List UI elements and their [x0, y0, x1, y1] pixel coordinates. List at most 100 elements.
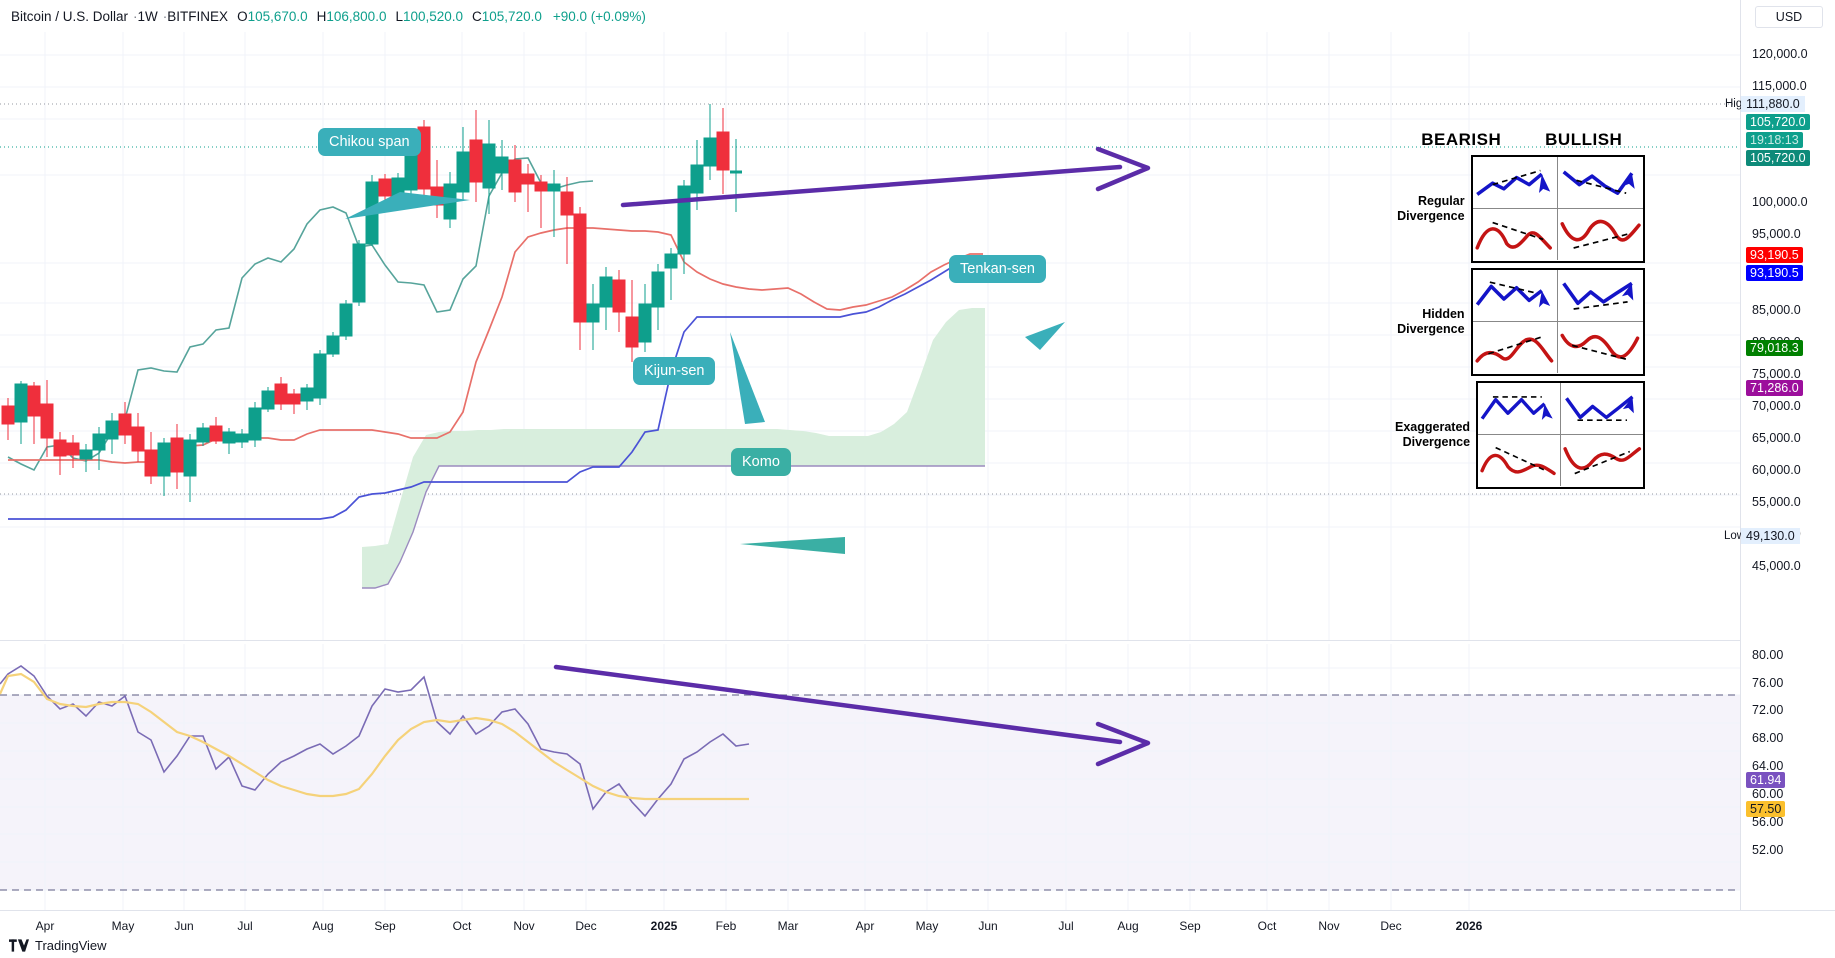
axis-tick-95000: 95,000.0	[1752, 227, 1801, 241]
axis-tick-115000: 115,000.0	[1752, 79, 1807, 93]
time-tick-dec: Dec	[1380, 919, 1402, 933]
stochastic-d-line	[0, 672, 749, 801]
stochastic-indicator-pane[interactable]	[0, 644, 1740, 910]
label-line2: Divergence	[1397, 209, 1465, 223]
kijun-value-pill[interactable]: 93,190.5	[1746, 265, 1803, 281]
cheatsheet-row-hidden-label: Hidden Divergence	[1395, 307, 1471, 337]
time-tick-nov: Nov	[1318, 919, 1340, 933]
cell-hidden-bearish-price	[1472, 270, 1558, 322]
cell-exaggerated-bullish-price	[1560, 383, 1643, 435]
price-axis[interactable]: USD 120,000.0 115,000.0 High 111,880.0 1…	[1724, 0, 1835, 910]
label-line2: Divergence	[1397, 322, 1465, 336]
callout-chikou-span[interactable]: Chikou span	[318, 128, 421, 156]
high-value: 106,800.0	[326, 8, 387, 24]
time-tick-aug: Aug	[312, 919, 334, 933]
ind-axis-tick-80: 80.00	[1752, 648, 1784, 662]
cell-exaggerated-bearish-price	[1478, 383, 1561, 435]
time-tick-jun: Jun	[174, 919, 194, 933]
cheatsheet-col-bearish: BEARISH	[1421, 130, 1502, 149]
stochastic-d-pill[interactable]: 57.50	[1746, 801, 1786, 817]
last-price-pill[interactable]: 105,720.0	[1746, 114, 1810, 130]
exchange-label[interactable]: BITFINEX	[167, 8, 229, 24]
ind-axis-tick-68: 68.00	[1752, 731, 1784, 745]
callout-kijun-sen-label: Kijun-sen	[644, 363, 705, 379]
callout-kumo[interactable]: Komo	[731, 448, 791, 476]
cell-hidden-bullish-osc	[1558, 322, 1643, 373]
label-line2: Divergence	[1402, 435, 1471, 449]
low-marker-label: Low	[1724, 530, 1746, 542]
stochastic-trendline[interactable]	[553, 664, 1151, 767]
callout-leader-lines	[345, 192, 1065, 554]
low-key: L	[395, 8, 403, 24]
time-tick-oct: Oct	[1257, 919, 1277, 933]
tradingview-brand[interactable]: TradingView	[9, 938, 107, 953]
price-chart-pane[interactable]	[0, 32, 1740, 640]
symbol-name[interactable]: Bitcoin / U.S. Dollar	[11, 8, 129, 24]
ind-axis-tick-56: 56.00	[1752, 815, 1784, 829]
time-tick-2026: 2026	[1455, 919, 1483, 933]
pane-divider	[0, 640, 1835, 641]
tenkan-value-pill[interactable]: 93,190.5	[1746, 247, 1803, 263]
callout-chikou-span-label: Chikou span	[329, 134, 410, 150]
ind-axis-tick-64: 64.00	[1752, 759, 1784, 773]
chart-legend-header: Bitcoin / U.S. Dollar · 1W · BITFINEX O 1…	[0, 0, 1835, 32]
interval-label[interactable]: 1W	[137, 8, 158, 24]
callout-kijun-sen[interactable]: Kijun-sen	[633, 357, 716, 385]
close-price-pill[interactable]: 105,720.0	[1746, 150, 1810, 166]
label-line1: Hidden	[1422, 307, 1465, 322]
axis-tick-75000: 75,000.0	[1752, 367, 1801, 381]
axis-tick-55000: 55,000.0	[1752, 495, 1801, 509]
time-tick-jul: Jul	[237, 919, 253, 933]
price-trendline[interactable]	[620, 146, 1151, 208]
stochastic-k-pill[interactable]: 61.94	[1746, 772, 1786, 788]
callout-tenkan-sen-label: Tenkan-sen	[960, 261, 1035, 277]
currency-label: USD	[1775, 10, 1803, 24]
time-axis[interactable]: Apr May Jun Jul Aug Sep Oct Nov Dec 2025 Feb Mar Apr…	[0, 910, 1835, 941]
ind-axis-tick-60: 60.00	[1752, 787, 1784, 801]
cell-regular-bearish-price	[1472, 157, 1558, 209]
cell-regular-bullish-price	[1557, 157, 1643, 209]
kumo-cloud	[362, 308, 985, 588]
axis-tick-100000: 100,000.0	[1752, 195, 1808, 209]
cheatsheet-grid-hidden	[1470, 268, 1645, 376]
cheatsheet-row-exaggerated-label: Exaggerated Divergence	[1395, 420, 1476, 450]
chikou-span-line	[7, 157, 594, 472]
time-tick-sep: Sep	[374, 919, 396, 933]
label-line1: Exaggerated	[1395, 420, 1471, 435]
time-tick-jul: Jul	[1058, 919, 1074, 933]
cheatsheet-grid-regular	[1470, 155, 1645, 263]
cell-hidden-bullish-price	[1557, 270, 1643, 322]
time-tick-jun: Jun	[978, 919, 998, 933]
change-value: +90.0 (+0.09%)	[552, 8, 646, 24]
label-line1: Regular	[1418, 194, 1465, 209]
cheatsheet-grid-exaggerated	[1476, 381, 1645, 489]
time-tick-nov: Nov	[513, 919, 535, 933]
senkou-span-b-line	[362, 465, 985, 589]
time-tick-may: May	[111, 919, 135, 933]
ind-axis-tick-76: 76.00	[1752, 676, 1784, 690]
time-tick-dec: Dec	[575, 919, 597, 933]
axis-tick-60000: 60,000.0	[1752, 463, 1801, 477]
cheatsheet-row-hidden: Hidden Divergence	[1395, 268, 1645, 376]
divergence-cheatsheet: BEARISH BULLISH Regular Divergence Hidde…	[1395, 130, 1645, 489]
tradingview-logo-icon	[9, 939, 29, 952]
ind-axis-tick-72: 72.00	[1752, 703, 1784, 717]
cheatsheet-row-exaggerated: Exaggerated Divergence	[1395, 381, 1645, 489]
time-tick-2025: 2025	[650, 919, 678, 933]
legend-separator-1: ·	[133, 8, 138, 24]
cheatsheet-header-row: BEARISH BULLISH	[1400, 130, 1645, 150]
tradingview-brand-label: TradingView	[35, 938, 107, 953]
open-key: O	[237, 8, 248, 24]
senkou-b-value-pill[interactable]: 71,286.0	[1746, 380, 1803, 396]
legend-separator-2: ·	[162, 8, 168, 24]
cell-regular-bullish-osc	[1558, 209, 1643, 260]
callout-tenkan-sen[interactable]: Tenkan-sen	[949, 255, 1046, 283]
close-value: 105,720.0	[481, 8, 542, 24]
stochastic-band	[0, 695, 1740, 890]
currency-badge[interactable]: USD	[1755, 6, 1823, 28]
senkou-a-value-pill[interactable]: 79,018.3	[1746, 340, 1803, 356]
low-price-label: 49,130.0	[1741, 528, 1800, 544]
ind-axis-tick-52: 52.00	[1752, 843, 1784, 857]
cheatsheet-row-regular: Regular Divergence	[1395, 155, 1645, 263]
kijun-sen-line	[8, 255, 983, 520]
